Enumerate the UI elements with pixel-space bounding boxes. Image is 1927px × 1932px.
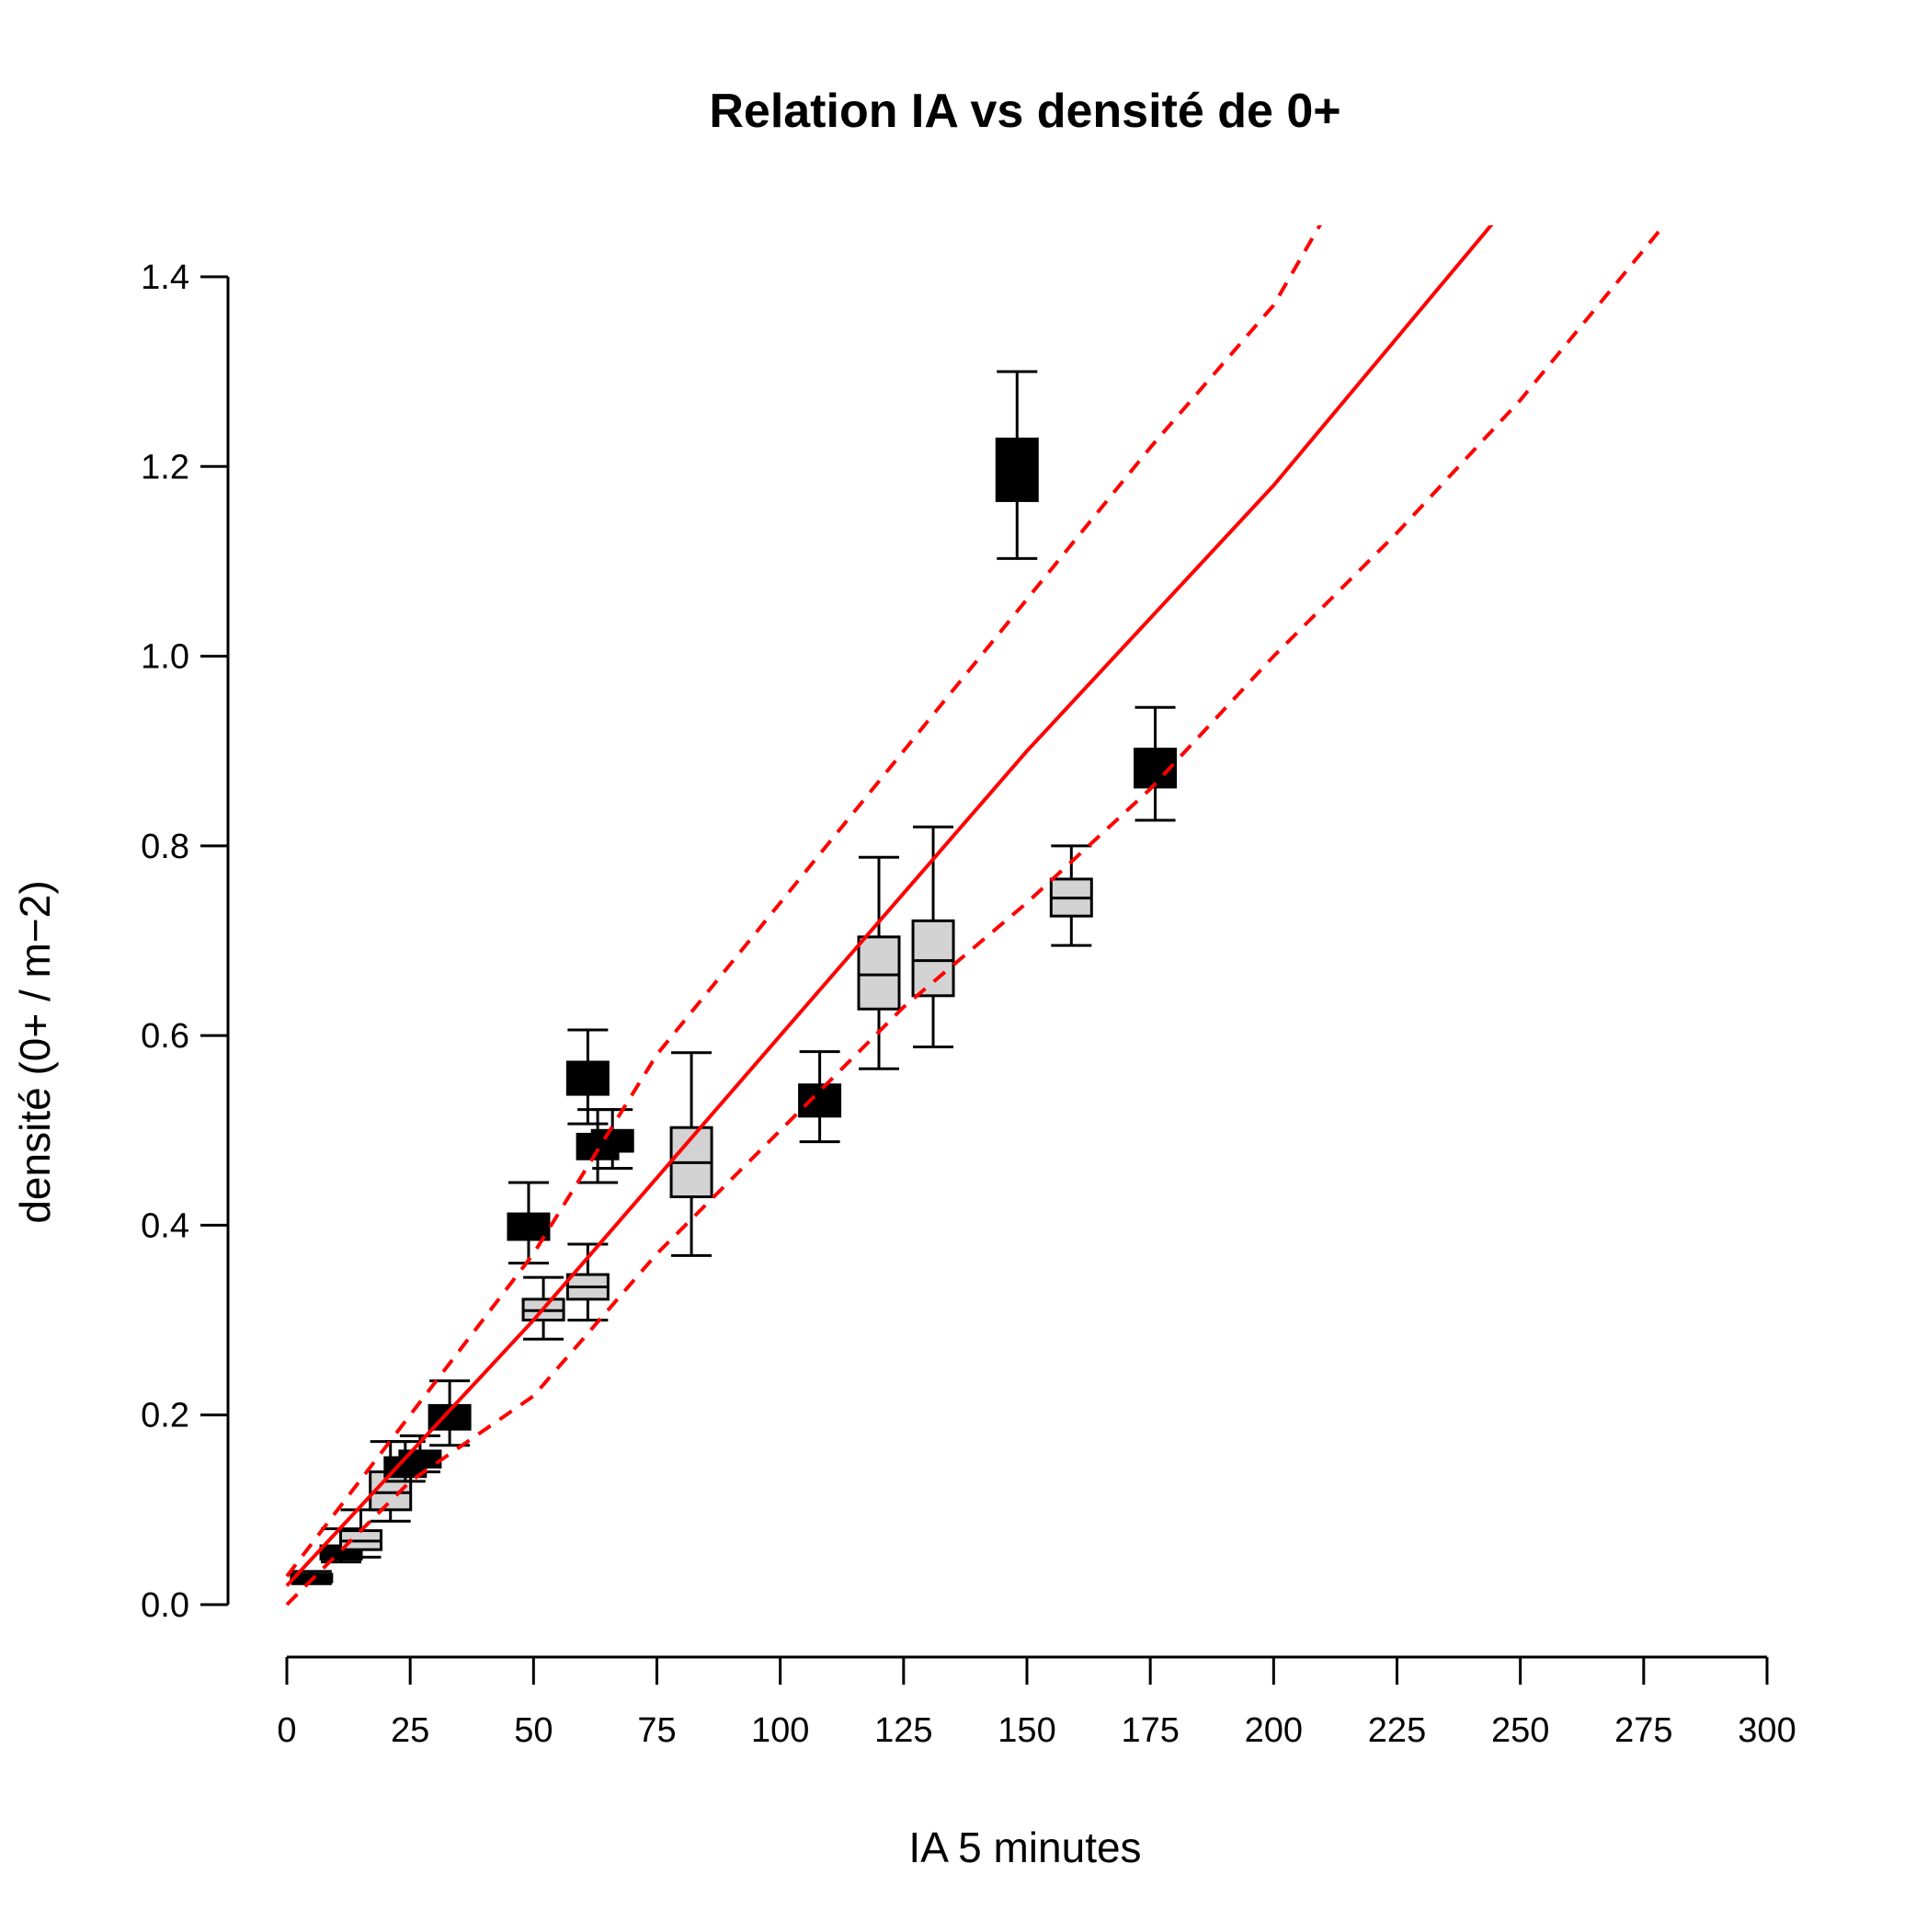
- chart-title: Relation IA vs densité de 0+: [709, 85, 1340, 138]
- x-tick-label: 125: [874, 1711, 932, 1750]
- x-axis-label: IA 5 minutes: [908, 1823, 1141, 1871]
- plot-layer: 0 25 50 75 100 125 150 175 200 225 250 275 300 0.0 0.2…: [141, 225, 1796, 1750]
- y-tick-label: 0.8: [141, 828, 189, 866]
- x-tick-label: 75: [637, 1711, 676, 1750]
- y-tick-label: 0.2: [141, 1397, 189, 1435]
- prediction-upper-line: [285, 225, 1322, 1578]
- y-tick-label: 1.4: [141, 258, 189, 297]
- x-tick-label: 200: [1245, 1711, 1303, 1750]
- y-tick-label: 1.2: [141, 448, 189, 486]
- y-tick-label: 0.0: [141, 1586, 189, 1625]
- x-tick-label: 250: [1491, 1711, 1549, 1750]
- y-tick-label: 0.4: [141, 1206, 189, 1245]
- x-tick-label: 25: [391, 1711, 429, 1750]
- box-body: [911, 919, 955, 998]
- y-tick-label: 1.0: [141, 638, 189, 677]
- x-tick-label: 275: [1614, 1711, 1672, 1750]
- x-tick-label: 0: [277, 1711, 296, 1750]
- x-tick-label: 300: [1738, 1711, 1796, 1750]
- x-tick-label: 50: [514, 1711, 553, 1750]
- box-body: [857, 935, 901, 1011]
- x-tick-label: 175: [1121, 1711, 1179, 1750]
- x-tick-label: 150: [998, 1711, 1055, 1750]
- x-tick-label: 100: [751, 1711, 809, 1750]
- prediction-lower-line: [285, 225, 1667, 1606]
- y-tick-label: 0.6: [141, 1017, 189, 1056]
- y-axis-label: densité (0+ / m−2): [11, 880, 59, 1223]
- x-tick-label: 225: [1368, 1711, 1426, 1750]
- regression-fit-line: [285, 225, 1494, 1587]
